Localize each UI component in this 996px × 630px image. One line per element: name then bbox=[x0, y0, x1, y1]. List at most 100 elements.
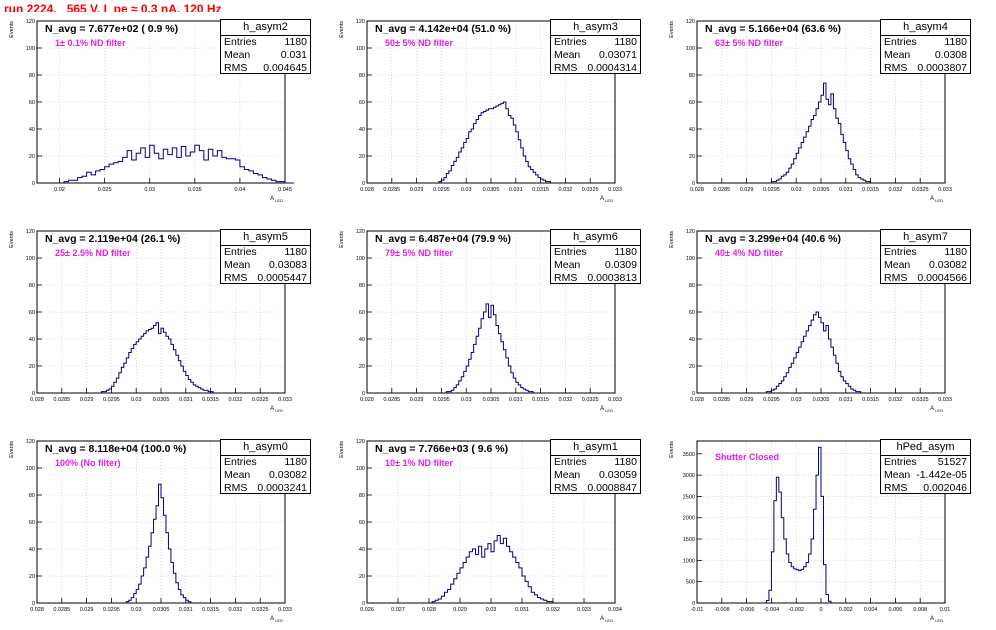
histogram-bin bbox=[496, 326, 498, 394]
histogram-bin bbox=[469, 552, 472, 603]
x-tick-label: 0.029 bbox=[740, 187, 754, 193]
histogram-bin bbox=[144, 334, 146, 393]
y-tick-label: 40 bbox=[359, 337, 365, 343]
histogram-bin bbox=[190, 152, 195, 183]
y-tick-label: 40 bbox=[29, 547, 35, 553]
x-tick-label: 0.0305 bbox=[153, 397, 170, 403]
y-tick-label: 40 bbox=[689, 337, 695, 343]
x-tick-label: 0.033 bbox=[608, 187, 622, 193]
stat-row-mean: Mean 0.0308 bbox=[881, 49, 970, 62]
stat-row-entries: Entries 1180 bbox=[881, 246, 970, 259]
y-tick-label: 40 bbox=[29, 127, 35, 133]
y-tick-label: 1000 bbox=[683, 558, 695, 564]
histogram-bin bbox=[109, 164, 114, 183]
y-tick-label: 20 bbox=[689, 364, 695, 370]
y-tick-label: 60 bbox=[29, 100, 35, 106]
histogram-pad-h_asym3: 0.028 0.0285 0.029 0.0295 0.03 0.0305 0.031 0.0… bbox=[330, 12, 650, 210]
histogram-line bbox=[431, 535, 557, 604]
stat-row-rms: RMS 0.0004314 bbox=[551, 62, 640, 75]
y-tick-label: 80 bbox=[29, 283, 35, 289]
x-tick-label: 0.032 bbox=[229, 397, 243, 403]
filter-label: Shutter Closed bbox=[715, 452, 780, 462]
filter-label: 50± 5% ND filter bbox=[385, 38, 453, 48]
stat-value-rms: 0.0003807 bbox=[917, 62, 967, 74]
histogram-bin bbox=[493, 315, 495, 393]
stat-value-mean: 0.03082 bbox=[929, 259, 967, 271]
histogram-bin bbox=[253, 174, 258, 183]
stat-value-mean: 0.03059 bbox=[599, 469, 637, 481]
x-tick-label: 0.0285 bbox=[713, 397, 730, 403]
y-tick-label: 0 bbox=[362, 601, 365, 607]
histogram-pad-hPed_asym: -0.01 -0.008 -0.006 -0.004 -0.002 0 0.002 0.004… bbox=[660, 432, 980, 630]
x-tick-label: 0.01 bbox=[940, 607, 951, 613]
stat-row-mean: Mean 0.03083 bbox=[221, 259, 310, 272]
stat-row-mean: Mean 0.03059 bbox=[551, 469, 640, 482]
stat-label-mean: Mean bbox=[224, 49, 251, 61]
filter-label: 10± 1% ND filter bbox=[385, 458, 453, 468]
stat-value-entries: 1180 bbox=[284, 246, 307, 258]
x-tick-label: 0.029 bbox=[453, 607, 467, 613]
histogram-bin bbox=[123, 157, 128, 183]
stat-label-entries: Entries bbox=[224, 246, 257, 258]
histogram-pad-h_asym1: 0.026 0.027 0.028 0.029 0.03 0.031 0.032 0.033 0… bbox=[330, 432, 650, 630]
histogram-bin bbox=[801, 143, 803, 184]
histogram-bin bbox=[789, 563, 791, 604]
x-tick-label: 0.032 bbox=[889, 187, 903, 193]
y-tick-label: 80 bbox=[359, 73, 365, 79]
x-tick-label: 0.0315 bbox=[202, 397, 219, 403]
y-tick-label: 2000 bbox=[683, 516, 695, 522]
histogram-line bbox=[125, 483, 194, 604]
histogram-bin bbox=[503, 538, 506, 603]
histogram-bin bbox=[498, 105, 500, 183]
y-tick-label: 120 bbox=[26, 229, 35, 235]
stat-value-mean: 0.03082 bbox=[269, 469, 307, 481]
histogram-name: h_asym7 bbox=[881, 230, 970, 246]
histogram-bin bbox=[484, 111, 486, 183]
x-tick-label: 0.03 bbox=[131, 397, 142, 403]
histogram-bin bbox=[497, 536, 500, 604]
navg-label: N_avg = 7.677e+02 ( 0.9 %) bbox=[45, 23, 179, 35]
x-tick-label: 0.031 bbox=[509, 187, 523, 193]
histogram-bin bbox=[100, 170, 105, 184]
y-tick-label: 100 bbox=[356, 46, 365, 52]
stat-row-rms: RMS 0.004645 bbox=[221, 62, 310, 75]
histogram-bin bbox=[491, 552, 494, 603]
histogram-bin bbox=[141, 336, 143, 393]
y-tick-label: 100 bbox=[686, 46, 695, 52]
stat-box: h_asym4 Entries 1180 Mean 0.0308 RMS 0.0003807 bbox=[880, 19, 971, 74]
histogram-bin bbox=[195, 145, 200, 183]
y-tick-label: 0 bbox=[32, 181, 35, 187]
histogram-bin bbox=[136, 342, 138, 393]
stat-label-mean: Mean bbox=[554, 49, 581, 61]
stat-value-rms: 0.0008847 bbox=[587, 482, 637, 494]
x-tick-label: 0.029 bbox=[410, 397, 424, 403]
histogram-bin bbox=[801, 342, 803, 393]
filter-label: 25± 2.5% ND filter bbox=[55, 248, 131, 258]
x-tick-label: 0.0325 bbox=[582, 397, 599, 403]
histogram-name: h_asym0 bbox=[221, 440, 310, 456]
y-tick-label: 20 bbox=[359, 574, 365, 580]
histogram-bin bbox=[814, 315, 816, 393]
stat-row-entries: Entries 1180 bbox=[551, 456, 640, 469]
stat-box: hPed_asym Entries 51527 Mean -1.442e-05 RMS 0.… bbox=[880, 439, 971, 494]
y-tick-label: 20 bbox=[689, 154, 695, 160]
x-tick-label: 0.03 bbox=[461, 187, 472, 193]
histogram-bin bbox=[507, 546, 510, 603]
histogram-bin bbox=[151, 328, 153, 393]
histogram-bin bbox=[244, 170, 249, 184]
stat-row-mean: Mean 0.03082 bbox=[221, 469, 310, 482]
histogram-bin bbox=[796, 353, 798, 394]
stat-value-rms: 0.0004314 bbox=[587, 62, 637, 74]
y-tick-label: 0 bbox=[692, 601, 695, 607]
histogram-bin bbox=[208, 149, 213, 183]
x-tick-label: 0.028 bbox=[422, 607, 436, 613]
x-tick-label: 0.04 bbox=[235, 187, 246, 193]
navg-label: N_avg = 3.299e+04 (40.6 %) bbox=[705, 233, 842, 245]
x-tick-label: 0.032 bbox=[559, 397, 573, 403]
x-tick-label: 0.0285 bbox=[383, 187, 400, 193]
stat-row-mean: Mean 0.031 bbox=[221, 49, 310, 62]
y-tick-label: 60 bbox=[689, 310, 695, 316]
x-tick-label: 0.034 bbox=[608, 607, 622, 613]
stat-value-entries: 1180 bbox=[944, 246, 967, 258]
x-tick-label: 0.031 bbox=[179, 397, 193, 403]
